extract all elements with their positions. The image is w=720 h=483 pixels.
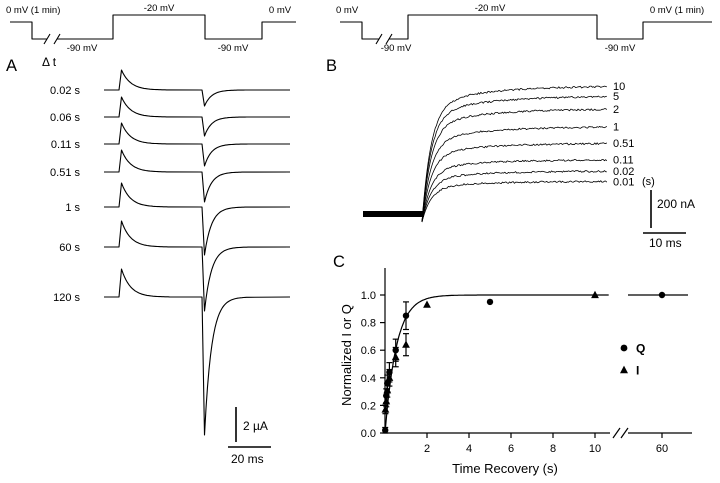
protocol-b-hold2-label: -90 mV xyxy=(605,43,636,54)
panel-b-trace xyxy=(421,142,608,223)
panel-b-scale-time-label: 10 ms xyxy=(649,236,682,250)
legend-label: Q xyxy=(636,342,645,356)
protocol-b-step-label: -20 mV xyxy=(475,3,506,14)
panel-c-x-axis-title: Time Recovery (s) xyxy=(452,461,558,476)
protocol-a-pre-label: 0 mV (1 min) xyxy=(6,5,60,16)
panel-a-trace xyxy=(104,149,291,203)
panel-a-trace xyxy=(104,69,290,107)
panel-c-letter: C xyxy=(333,253,345,271)
panel-a-delta-t-label: Δ t xyxy=(42,55,57,69)
protocol-a-hold1-label: -90 mV xyxy=(67,43,98,54)
panel-c-marker-q xyxy=(486,298,494,306)
panel-b-trace xyxy=(421,126,608,223)
panel-b-unit-label: (s) xyxy=(642,176,655,188)
legend-label: I xyxy=(636,364,639,378)
panel-a-trace xyxy=(104,182,291,256)
protocol-a-post-label: 0 mV xyxy=(269,5,292,16)
panel-c-marker-i xyxy=(381,405,390,413)
protocol-a-break-marks xyxy=(43,33,61,45)
protocol-a-step-label: -20 mV xyxy=(144,3,175,14)
protocol-b-pre-label: 0 mV xyxy=(336,5,359,16)
protocol-b-hold1-label: -90 mV xyxy=(381,43,412,54)
panel-c-marker-q xyxy=(402,312,410,319)
panel-b-trace xyxy=(421,180,608,223)
panel-c-marker-i xyxy=(383,386,392,394)
panel-c-marker-i xyxy=(423,300,431,308)
protocol-b: 0 mV -20 mV -90 mV -90 mV 0 mV (1 min) xyxy=(336,3,704,54)
panel-c-y-tick-label: 0.4 xyxy=(361,373,376,385)
panel-b-interval-label: 5 xyxy=(613,91,619,103)
panel-b-interval-label: 0.51 xyxy=(613,138,634,150)
panel-a-trace xyxy=(104,268,291,436)
panel-c-axis-break xyxy=(612,427,629,439)
panel-b-interval-label: 0.02 xyxy=(613,166,634,178)
panel-b-interval-label: 0.11 xyxy=(613,155,634,167)
panel-a-interval-label: 120 s xyxy=(53,292,80,304)
protocol-a: 0 mV (1 min) -20 mV -90 mV -90 mV 0 mV xyxy=(6,3,292,54)
panel-a-interval-label: 0.51 s xyxy=(50,167,80,179)
panel-c-marker-i xyxy=(402,340,410,348)
panel-a-interval-label: 0.06 s xyxy=(50,112,80,124)
panel-a-interval-label: 0.02 s xyxy=(50,85,80,97)
panel-c-x-tick-label: 2 xyxy=(424,443,430,455)
panel-c-y-axis-title: Normalized I or Q xyxy=(339,304,354,406)
panel-b-trace xyxy=(421,108,608,223)
panel-c-y-tick-label: 0.6 xyxy=(361,345,376,357)
panel-b-trace xyxy=(421,95,607,223)
panel-c-marker-q xyxy=(658,291,666,299)
panel-c-x-tick-label: 6 xyxy=(508,443,514,455)
panel-b-interval-label: 1 xyxy=(613,122,619,134)
panel-b-interval-label: 2 xyxy=(613,104,619,116)
panel-c-y-tick-label: 1.0 xyxy=(361,290,376,302)
panel-a-interval-label: 0.11 s xyxy=(51,139,81,151)
panel-a-trace xyxy=(104,220,291,312)
panel-c-marker-i xyxy=(591,290,599,299)
panel-c-marker-q xyxy=(382,427,389,434)
panel-a-interval-label: 1 s xyxy=(65,202,80,214)
panel-c-marker-i xyxy=(385,373,394,381)
panel-b-stimulus-artifact xyxy=(363,211,424,217)
panel-c-marker-i xyxy=(391,352,400,361)
panel-c-x-tick-label: 8 xyxy=(550,443,556,455)
panel-a-scale-amplitude-label: 2 µA xyxy=(243,419,268,433)
panel-b-letter: B xyxy=(326,57,337,75)
panel-a-trace xyxy=(104,122,290,167)
panel-c-y-tick-label: 0.0 xyxy=(361,428,376,440)
panel-a-scale-time-label: 20 ms xyxy=(231,452,264,466)
panel-b-trace xyxy=(421,85,607,223)
panel-a-interval-label: 60 s xyxy=(59,242,80,254)
protocol-a-waveform xyxy=(10,14,296,40)
legend-marker-i xyxy=(620,365,628,374)
protocol-b-break-marks xyxy=(375,33,393,45)
panel-a-scalebar: 2 µA 20 ms xyxy=(228,407,271,466)
panel-b-scalebar: 200 nA 10 ms xyxy=(643,190,695,250)
panel-c-x-tick-label: 10 xyxy=(589,443,601,455)
panel-a-letter: A xyxy=(6,57,17,75)
protocol-a-hold2-label: -90 mV xyxy=(218,43,249,54)
panel-c-fit-curve xyxy=(384,294,609,434)
panel-b-trace xyxy=(421,170,607,223)
protocol-b-waveform xyxy=(340,14,712,40)
panel-c-y-tick-label: 0.2 xyxy=(361,400,376,412)
panel-c-marker-i xyxy=(382,397,391,405)
panel-b-interval-label: 0.01 xyxy=(613,176,634,188)
panel-c-x-tick-label: 60 xyxy=(656,443,668,455)
panel-b-trace xyxy=(421,159,608,223)
panel-b-scale-amplitude-label: 200 nA xyxy=(657,197,695,211)
panel-c-y-tick-label: 0.8 xyxy=(361,318,376,330)
protocol-b-post-label: 0 mV (1 min) xyxy=(650,5,704,16)
panel-c-axes xyxy=(384,268,692,434)
panel-a-trace xyxy=(104,96,290,137)
legend-marker-q xyxy=(620,344,628,352)
panel-b-interval-label: 10 xyxy=(613,81,625,93)
panel-c-x-tick-label: 4 xyxy=(466,443,472,455)
